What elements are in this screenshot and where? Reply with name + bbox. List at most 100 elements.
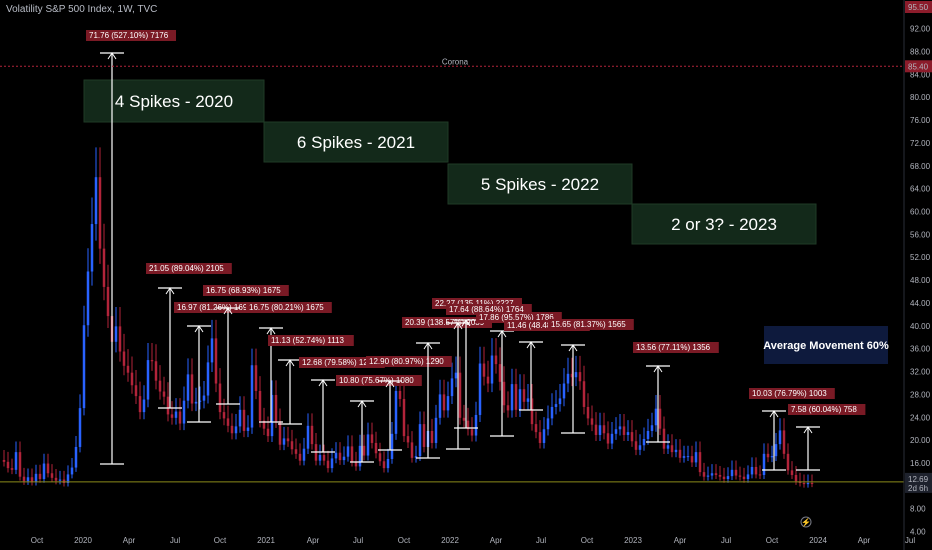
candle: [98, 147, 102, 264]
candle: [322, 444, 326, 466]
measurement-label: 10.80 (75.67%) 1080: [339, 376, 414, 385]
measurement-tool[interactable]: 21.05 (89.04%) 2105: [146, 263, 232, 409]
candle: [538, 420, 542, 449]
x-tick-label: Jul: [170, 536, 180, 545]
measurement-tool[interactable]: 17.64 (88.64%) 1764: [446, 304, 532, 429]
candle: [530, 384, 534, 431]
candle: [514, 368, 518, 418]
candle: [690, 445, 694, 468]
average-movement-box[interactable]: Average Movement 60%: [763, 326, 889, 364]
candle: [630, 420, 634, 447]
candle: [542, 417, 546, 449]
candle: [746, 465, 750, 483]
measurement-tool[interactable]: 7.58 (60.04%) 758: [788, 404, 866, 471]
candle: [90, 197, 94, 286]
measurement-tool[interactable]: 12.90 (80.97%) 1290: [366, 356, 452, 451]
candle: [202, 380, 206, 409]
candle: [762, 443, 766, 479]
spike-box[interactable]: 6 Spikes - 2021: [263, 121, 449, 163]
x-tick-label: Jul: [353, 536, 363, 545]
candle: [534, 411, 538, 439]
measurement-label: 7.58 (60.04%) 758: [791, 405, 857, 414]
countdown-label: 2d 6h: [908, 484, 928, 493]
measurement-tool[interactable]: 11.13 (52.74%) 1113: [268, 335, 354, 425]
measurement-tool[interactable]: 12.68 (79.58%) 1268: [299, 357, 385, 453]
candle: [30, 468, 34, 486]
y-tick-label: 68.00: [910, 162, 931, 171]
candle: [182, 386, 186, 431]
measurement-tool[interactable]: 10.03 (76.79%) 1003: [749, 388, 835, 471]
candle: [474, 401, 478, 442]
candle: [466, 407, 470, 436]
candle: [418, 411, 422, 462]
measurement-label: 21.05 (89.04%) 2105: [149, 264, 224, 273]
candle: [722, 467, 726, 483]
candle: [554, 390, 558, 415]
candle: [382, 451, 386, 473]
spike-box-label: 2 or 3? - 2023: [671, 215, 777, 234]
spike-box[interactable]: 2 or 3? - 2023: [631, 203, 817, 245]
top-price-badge-label: 95.50: [908, 3, 929, 12]
candle: [2, 449, 6, 467]
candle: [78, 394, 82, 453]
candle: [314, 432, 318, 466]
measurement-tool[interactable]: 71.76 (527.10%) 7176: [86, 30, 176, 465]
candle: [410, 431, 414, 463]
y-tick-label: 20.00: [910, 436, 931, 445]
top-price-badge: [905, 1, 932, 13]
measurement-label: 10.03 (76.79%) 1003: [752, 389, 827, 398]
candle: [462, 404, 466, 428]
candle: [774, 432, 778, 462]
candle: [50, 464, 54, 482]
measurement-label: 12.68 (79.58%) 1268: [302, 358, 377, 367]
candle: [318, 444, 322, 466]
candle: [366, 422, 370, 461]
y-tick-label: 8.00: [910, 505, 926, 514]
candle: [558, 384, 562, 412]
candle: [326, 450, 330, 473]
candle: [18, 441, 22, 481]
spike-box[interactable]: 5 Spikes - 2022: [447, 163, 633, 205]
candle: [42, 453, 46, 483]
candle: [246, 415, 250, 438]
candle: [770, 445, 774, 463]
candle: [402, 384, 406, 443]
candle: [810, 474, 814, 488]
candle: [238, 396, 242, 433]
spike-box-label: 4 Spikes - 2020: [115, 92, 233, 111]
svg-text:⚡: ⚡: [801, 517, 811, 527]
candle: [274, 380, 278, 428]
measurement-label: 71.76 (527.10%) 7176: [89, 31, 169, 40]
x-tick-label: 2023: [624, 536, 642, 545]
high-price-badge-label: 85.40: [908, 62, 929, 71]
spike-box-label: 5 Spikes - 2022: [481, 175, 599, 194]
candle: [422, 411, 426, 453]
measurement-label: 11.13 (52.74%) 1113: [271, 336, 344, 345]
measurement-tool[interactable]: 11.46 (48.48%) 1146: [504, 320, 590, 411]
measurement-tool[interactable]: 20.39 (138.57%) 2039: [402, 317, 492, 459]
candle: [802, 474, 806, 488]
measurement-tool[interactable]: 13.56 (77.11%) 1356: [633, 342, 719, 443]
candle: [738, 466, 742, 481]
y-tick-label: 44.00: [910, 299, 931, 308]
candle: [414, 445, 418, 463]
candle: [358, 434, 362, 471]
candle: [442, 379, 446, 418]
measurement-label: 11.46 (48.48%) 1146: [507, 321, 581, 330]
candle: [758, 465, 762, 479]
y-tick-label: 92.00: [910, 25, 931, 34]
y-tick-label: 24.00: [910, 413, 931, 422]
spike-box[interactable]: 4 Spikes - 2020: [83, 79, 265, 123]
measurement-tool[interactable]: 16.75 (68.93%) 1675: [203, 285, 289, 405]
candle: [478, 346, 482, 422]
candle: [638, 434, 642, 456]
measurement-tool[interactable]: 15.65 (81.37%) 1565: [548, 319, 634, 434]
candle: [430, 418, 434, 449]
candle: [218, 368, 222, 420]
axes: 4.008.0012.0016.0020.0024.0028.0032.0036…: [31, 0, 932, 550]
x-tick-label: Jul: [536, 536, 546, 545]
horizontal-lines: Corona: [0, 57, 904, 483]
x-tick-label: Oct: [214, 536, 227, 545]
measurement-label: 20.39 (138.57%) 2039: [405, 318, 485, 327]
